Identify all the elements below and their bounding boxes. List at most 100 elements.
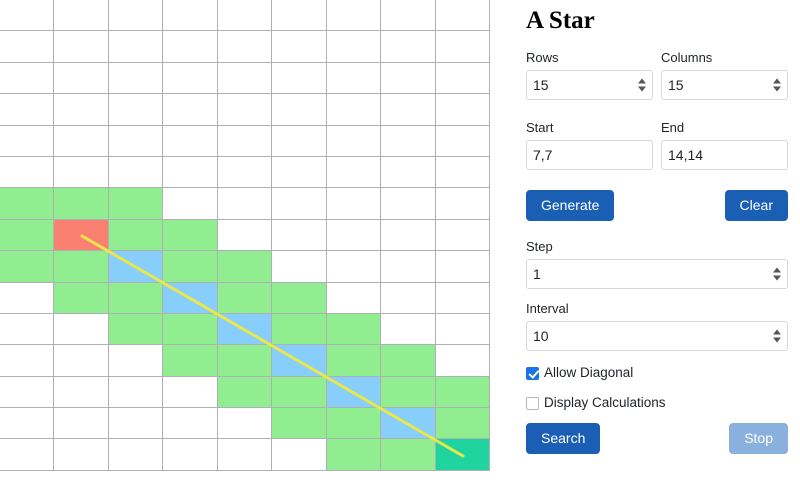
grid-cell[interactable] [217, 345, 273, 377]
grid-cell[interactable] [381, 376, 436, 409]
grid-cell[interactable] [0, 345, 55, 377]
grid-cell[interactable] [326, 408, 382, 440]
grid-cell[interactable] [0, 31, 55, 63]
grid-cell[interactable] [0, 94, 55, 126]
grid-cell[interactable] [326, 125, 382, 157]
grid-cell[interactable] [381, 282, 436, 314]
grid-cell[interactable] [0, 62, 55, 95]
grid-cell[interactable] [54, 376, 109, 409]
grid-cell[interactable] [163, 31, 218, 63]
grid-cell[interactable] [326, 188, 382, 220]
grid-cell[interactable] [163, 219, 218, 252]
grid-cell[interactable] [326, 251, 382, 283]
grid-cell[interactable] [435, 313, 490, 346]
grid-cell[interactable] [108, 251, 164, 283]
grid-cell[interactable] [163, 345, 218, 377]
grid-cell[interactable] [217, 0, 273, 32]
grid-cell[interactable] [108, 125, 164, 157]
grid-cell[interactable] [54, 0, 109, 32]
grid-cell[interactable] [435, 94, 490, 126]
grid-cell[interactable] [108, 156, 164, 189]
grid-cell[interactable] [435, 62, 490, 95]
grid-cell[interactable] [326, 156, 382, 189]
grid-cell[interactable] [272, 251, 327, 283]
grid-cell[interactable] [163, 156, 218, 189]
grid-cell[interactable] [217, 31, 273, 63]
grid-cell[interactable] [272, 408, 327, 440]
pathfinding-grid[interactable] [0, 0, 490, 471]
grid-cell[interactable] [163, 408, 218, 440]
grid-cell[interactable] [0, 251, 55, 283]
grid-cell[interactable] [163, 282, 218, 314]
grid-cell[interactable] [326, 31, 382, 63]
grid-cell[interactable] [381, 345, 436, 377]
end-input[interactable] [661, 140, 788, 170]
grid-cell[interactable] [54, 156, 109, 189]
columns-stepper-icon[interactable] [773, 78, 781, 92]
grid-cell[interactable] [272, 188, 327, 220]
grid-cell[interactable] [435, 156, 490, 189]
grid-cell[interactable] [381, 125, 436, 157]
grid-cell[interactable] [217, 188, 273, 220]
grid-cell[interactable] [108, 31, 164, 63]
grid-cell[interactable] [163, 125, 218, 157]
grid-cell[interactable] [381, 313, 436, 346]
grid-cell[interactable] [217, 125, 273, 157]
grid-cell[interactable] [381, 251, 436, 283]
clear-button[interactable]: Clear [724, 190, 788, 221]
grid-cell[interactable] [326, 345, 382, 377]
grid-cell[interactable] [435, 251, 490, 283]
grid-cell[interactable] [108, 94, 164, 126]
grid-cell[interactable] [272, 313, 327, 346]
grid-cell[interactable] [381, 439, 436, 471]
grid-cell[interactable] [54, 313, 109, 346]
grid-cell[interactable] [0, 439, 55, 471]
grid-cell[interactable] [163, 188, 218, 220]
grid-cell[interactable] [108, 219, 164, 252]
grid-cell[interactable] [435, 125, 490, 157]
step-input[interactable] [526, 259, 788, 289]
grid-cell[interactable] [108, 313, 164, 346]
grid-cell[interactable] [108, 439, 164, 471]
grid-cell[interactable] [381, 156, 436, 189]
grid-cell[interactable] [108, 345, 164, 377]
grid-cell[interactable] [272, 282, 327, 314]
grid-cell[interactable] [0, 125, 55, 157]
grid-cell[interactable] [435, 31, 490, 63]
grid-cell[interactable] [272, 125, 327, 157]
grid-cell[interactable] [217, 282, 273, 314]
grid-cell[interactable] [0, 376, 55, 409]
grid-cell[interactable] [54, 94, 109, 126]
grid-cell[interactable] [381, 188, 436, 220]
grid-cell[interactable] [435, 408, 490, 440]
grid-cell[interactable] [54, 62, 109, 95]
grid-cell[interactable] [0, 219, 55, 252]
grid-cell[interactable] [217, 94, 273, 126]
grid-cell[interactable] [163, 251, 218, 283]
grid-cell[interactable] [435, 376, 490, 409]
grid-cell[interactable] [326, 219, 382, 252]
grid-cell[interactable] [108, 0, 164, 32]
grid-cell[interactable] [272, 94, 327, 126]
grid-cell[interactable] [217, 62, 273, 95]
grid-cell[interactable] [435, 0, 490, 32]
grid-cell[interactable] [272, 376, 327, 409]
grid-cell[interactable] [435, 345, 490, 377]
grid-cell[interactable] [272, 156, 327, 189]
grid-cell[interactable] [272, 31, 327, 63]
grid-cell[interactable] [381, 0, 436, 32]
grid-cell[interactable] [54, 125, 109, 157]
grid-cell[interactable] [381, 62, 436, 95]
grid-cell[interactable] [0, 188, 55, 220]
grid-cell[interactable] [163, 0, 218, 32]
grid-cell[interactable] [381, 408, 436, 440]
interval-input[interactable] [526, 321, 788, 351]
grid-cell[interactable] [326, 313, 382, 346]
grid-cell[interactable] [163, 376, 218, 409]
grid-cell[interactable] [54, 31, 109, 63]
grid-cell[interactable] [326, 62, 382, 95]
rows-stepper-icon[interactable] [638, 78, 646, 92]
grid-cell[interactable] [163, 62, 218, 95]
grid-cell[interactable] [0, 156, 55, 189]
display-calculations-checkbox[interactable]: Display Calculations [526, 395, 788, 411]
